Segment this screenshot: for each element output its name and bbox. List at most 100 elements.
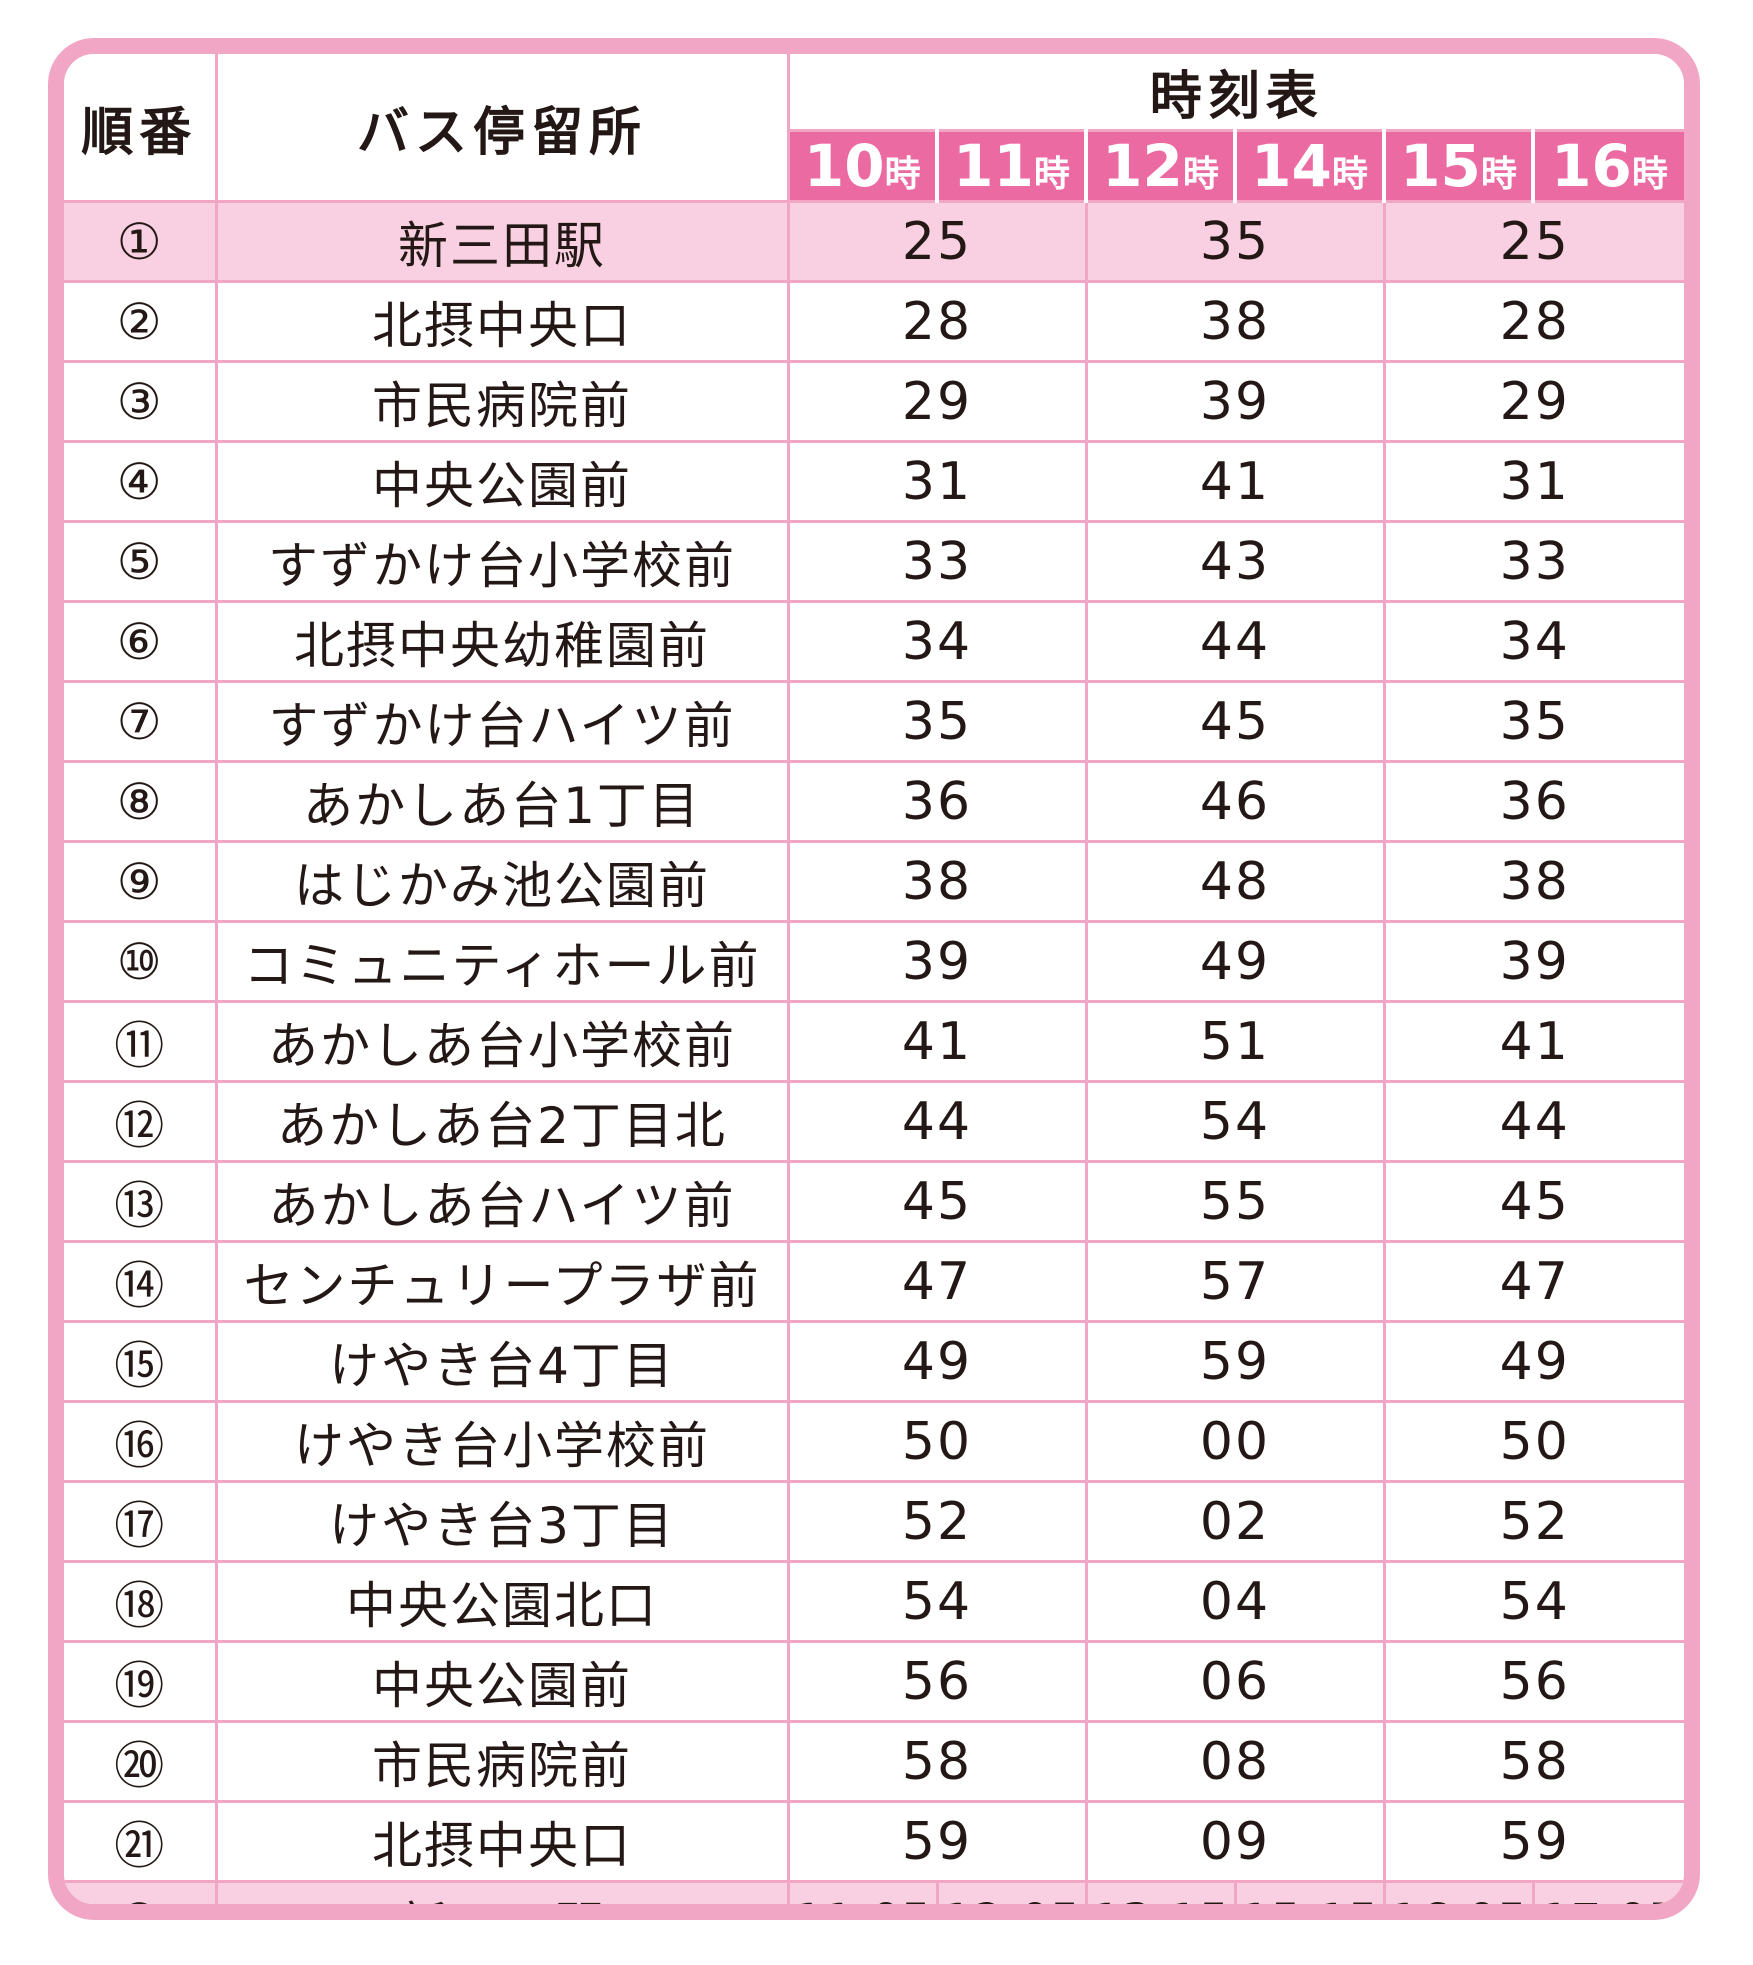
stop-number: ③ <box>64 360 218 443</box>
stop-name: 中央公園前 <box>214 1640 790 1723</box>
minute-15-16: 36 <box>1382 760 1684 843</box>
minute-10-11: 52 <box>786 1480 1088 1563</box>
minute-12-14: 02 <box>1084 1480 1386 1563</box>
hour-header-14: 14時 <box>1233 129 1386 203</box>
minute-12-14: 08 <box>1084 1720 1386 1803</box>
stop-name: 新三田駅 <box>214 1880 790 1904</box>
table-row: ⑬ あかしあ台ハイツ前 45 55 45 <box>64 1160 1684 1243</box>
stop-number: ① <box>64 200 218 283</box>
arrival-time: 11:05 <box>786 1880 939 1904</box>
table-row: ⑫ あかしあ台2丁目北 44 54 44 <box>64 1080 1684 1163</box>
minute-12-14: 39 <box>1084 360 1386 443</box>
stop-number: ⑩ <box>64 920 218 1003</box>
stop-number: ⑱ <box>64 1560 218 1643</box>
stop-name: センチュリープラザ前 <box>214 1240 790 1323</box>
stop-name: 市民病院前 <box>214 360 790 443</box>
minute-15-16: 47 <box>1382 1240 1684 1323</box>
minute-10-11: 50 <box>786 1400 1088 1483</box>
minute-15-16: 49 <box>1382 1320 1684 1403</box>
minute-12-14: 46 <box>1084 760 1386 843</box>
minute-15-16: 58 <box>1382 1720 1684 1803</box>
stop-name: 市民病院前 <box>214 1720 790 1803</box>
table-row: ⑮ けやき台4丁目 49 59 49 <box>64 1320 1684 1403</box>
stop-name: すずかけ台小学校前 <box>214 520 790 603</box>
stop-name: あかしあ台1丁目 <box>214 760 790 843</box>
stop-name: 中央公園前 <box>214 440 790 523</box>
minute-10-11: 54 <box>786 1560 1088 1643</box>
minute-10-11: 56 <box>786 1640 1088 1723</box>
hour-header-11: 11時 <box>935 129 1088 203</box>
table-row: ⑩ コミュニティホール前 39 49 39 <box>64 920 1684 1003</box>
arrival-time: 16:05 <box>1382 1880 1535 1904</box>
minute-15-16: 39 <box>1382 920 1684 1003</box>
minute-15-16: 52 <box>1382 1480 1684 1563</box>
minute-10-11: 29 <box>786 360 1088 443</box>
minute-15-16: 29 <box>1382 360 1684 443</box>
stop-number: ⑰ <box>64 1480 218 1563</box>
table-row: ⑰ けやき台3丁目 52 02 52 <box>64 1480 1684 1563</box>
table-row: ⑯ けやき台小学校前 50 00 50 <box>64 1400 1684 1483</box>
minute-12-14: 09 <box>1084 1800 1386 1883</box>
stop-name: 北摂中央口 <box>214 280 790 363</box>
final-arrival-row: ① 新三田駅 11:05 12:05 13:15 15:15 16:05 17:… <box>64 1880 1684 1904</box>
stop-number: ⑲ <box>64 1640 218 1723</box>
table-row: ⑱ 中央公園北口 54 04 54 <box>64 1560 1684 1643</box>
stop-number: ⑳ <box>64 1720 218 1803</box>
stop-number: ⑦ <box>64 680 218 763</box>
minute-10-11: 34 <box>786 600 1088 683</box>
stop-number: ④ <box>64 440 218 523</box>
table-row: ⑤ すずかけ台小学校前 33 43 33 <box>64 520 1684 603</box>
minute-12-14: 06 <box>1084 1640 1386 1723</box>
minute-10-11: 33 <box>786 520 1088 603</box>
minute-12-14: 57 <box>1084 1240 1386 1323</box>
minute-10-11: 38 <box>786 840 1088 923</box>
table-row: ⑧ あかしあ台1丁目 36 46 36 <box>64 760 1684 843</box>
stop-number: ⑥ <box>64 600 218 683</box>
stop-name: あかしあ台小学校前 <box>214 1000 790 1083</box>
minute-10-11: 31 <box>786 440 1088 523</box>
stop-name: あかしあ台ハイツ前 <box>214 1160 790 1243</box>
stop-number: ⑪ <box>64 1000 218 1083</box>
stop-name: コミュニティホール前 <box>214 920 790 1003</box>
table-row: ③ 市民病院前 29 39 29 <box>64 360 1684 443</box>
bus-timetable: 順番 バス停留所 時刻表 10時 11時 12時 14時 15時 16時 ① 新… <box>64 54 1684 1904</box>
minute-10-11: 44 <box>786 1080 1088 1163</box>
minute-10-11: 28 <box>786 280 1088 363</box>
table-row: ⑦ すずかけ台ハイツ前 35 45 35 <box>64 680 1684 763</box>
stop-number: ⑤ <box>64 520 218 603</box>
table-row: ㉑ 北摂中央口 59 09 59 <box>64 1800 1684 1883</box>
stop-number: ⑬ <box>64 1160 218 1243</box>
minute-12-14: 54 <box>1084 1080 1386 1163</box>
stop-name: あかしあ台2丁目北 <box>214 1080 790 1163</box>
stop-number: ⑫ <box>64 1080 218 1163</box>
minute-10-11: 36 <box>786 760 1088 843</box>
minute-10-11: 39 <box>786 920 1088 1003</box>
minute-15-16: 31 <box>1382 440 1684 523</box>
hour-header-15: 15時 <box>1382 129 1535 203</box>
timetable-card: 順番 バス停留所 時刻表 10時 11時 12時 14時 15時 16時 ① 新… <box>48 38 1700 1920</box>
minute-12-14: 51 <box>1084 1000 1386 1083</box>
arrival-time: 15:15 <box>1233 1880 1386 1904</box>
table-row: ⑥ 北摂中央幼稚園前 34 44 34 <box>64 600 1684 683</box>
table-row: ① 新三田駅 25 35 25 <box>64 200 1684 283</box>
table-row: ⑨ はじかみ池公園前 38 48 38 <box>64 840 1684 923</box>
hour-header-row: 10時 11時 12時 14時 15時 16時 <box>64 129 1684 203</box>
minute-15-16: 38 <box>1382 840 1684 923</box>
stop-name: けやき台3丁目 <box>214 1480 790 1563</box>
minute-15-16: 50 <box>1382 1400 1684 1483</box>
minute-12-14: 04 <box>1084 1560 1386 1643</box>
stop-number: ① <box>64 1880 218 1904</box>
minute-15-16: 44 <box>1382 1080 1684 1163</box>
stop-name: 北摂中央口 <box>214 1800 790 1883</box>
minute-15-16: 28 <box>1382 280 1684 363</box>
minute-10-11: 45 <box>786 1160 1088 1243</box>
minute-10-11: 47 <box>786 1240 1088 1323</box>
minute-12-14: 44 <box>1084 600 1386 683</box>
minute-12-14: 59 <box>1084 1320 1386 1403</box>
minute-15-16: 35 <box>1382 680 1684 763</box>
minute-15-16: 33 <box>1382 520 1684 603</box>
stop-number: ⑨ <box>64 840 218 923</box>
stop-name: 中央公園北口 <box>214 1560 790 1643</box>
minute-15-16: 56 <box>1382 1640 1684 1723</box>
timetable-header: 時刻表 <box>786 54 1684 132</box>
